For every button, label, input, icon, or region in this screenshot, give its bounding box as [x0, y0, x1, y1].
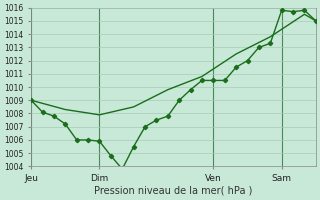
- X-axis label: Pression niveau de la mer( hPa ): Pression niveau de la mer( hPa ): [94, 186, 253, 196]
